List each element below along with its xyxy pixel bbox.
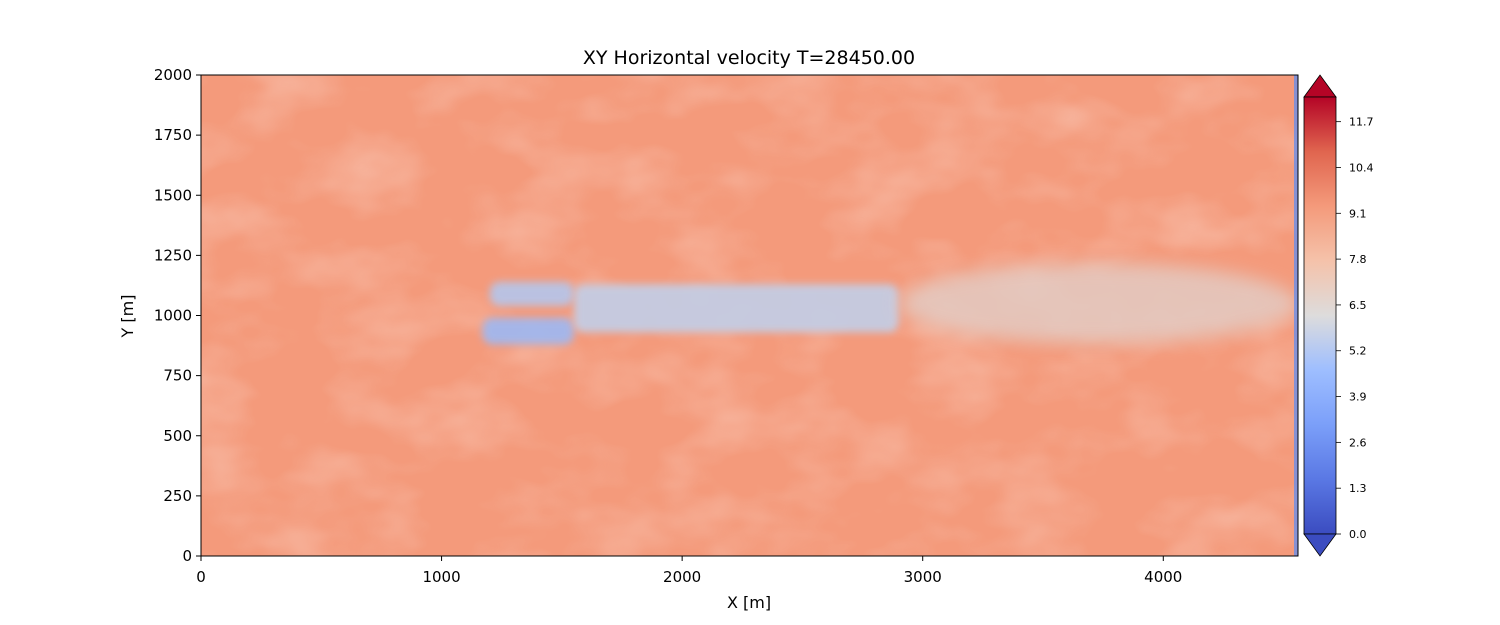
colorbar-tick-label: 2.6: [1349, 436, 1367, 449]
colorbar-tick-label: 6.5: [1349, 299, 1367, 312]
y-tick-label: 1250: [154, 246, 192, 264]
colorbar-extend-max: [1303, 74, 1337, 98]
y-tick-label: 750: [163, 367, 192, 385]
y-tick-label: 1000: [154, 307, 192, 325]
wake-region: [573, 284, 899, 333]
wake-region: [482, 317, 574, 345]
colorbar-tick-label: 9.1: [1349, 207, 1367, 220]
y-axis-label: Y [m]: [118, 295, 137, 339]
colorbar-tick-label: 10.4: [1349, 161, 1374, 174]
inflow-boundary-strip: [1294, 75, 1298, 556]
x-axis: 0 1000 2000 3000 4000: [196, 556, 1182, 586]
colorbar-tick-label: 7.8: [1349, 253, 1367, 266]
y-tick-label: 500: [163, 427, 192, 445]
colorbar: 0.0 1.3 2.6 3.9 5.2 6.5 7.8 9.1 10.4 11.7: [1303, 74, 1374, 557]
x-tick-label: 1000: [422, 568, 460, 586]
wake-region: [489, 281, 574, 306]
x-axis-label: X [m]: [727, 593, 771, 612]
wake-region: [898, 263, 1298, 344]
colorbar-tick-label: 1.3: [1349, 482, 1367, 495]
colorbar-extend-min: [1303, 533, 1337, 557]
y-axis: 0 250 500 750 1000 1250 1500 1750 2000: [154, 66, 201, 565]
x-tick-label: 2000: [663, 568, 701, 586]
y-tick-label: 2000: [154, 66, 192, 84]
colorbar-tick-label: 3.9: [1349, 391, 1367, 404]
colorbar-gradient: [1303, 96, 1337, 535]
wake-layer: [482, 263, 1298, 345]
colorbar-ticks: 0.0 1.3 2.6 3.9 5.2 6.5 7.8 9.1 10.4 11.7: [1336, 116, 1374, 541]
colorbar-tick-label: 5.2: [1349, 345, 1367, 358]
y-tick-label: 1750: [154, 126, 192, 144]
x-tick-label: 4000: [1144, 568, 1182, 586]
y-tick-label: 0: [182, 547, 192, 565]
y-tick-label: 250: [163, 487, 192, 505]
plot-area: [200, 74, 1299, 557]
y-tick-label: 1500: [154, 186, 192, 204]
x-tick-label: 3000: [904, 568, 942, 586]
colorbar-tick-label: 11.7: [1349, 116, 1374, 129]
colorbar-tick-label: 0.0: [1349, 528, 1367, 541]
chart-title: XY Horizontal velocity T=28450.00: [583, 47, 915, 69]
x-tick-label: 0: [196, 568, 206, 586]
